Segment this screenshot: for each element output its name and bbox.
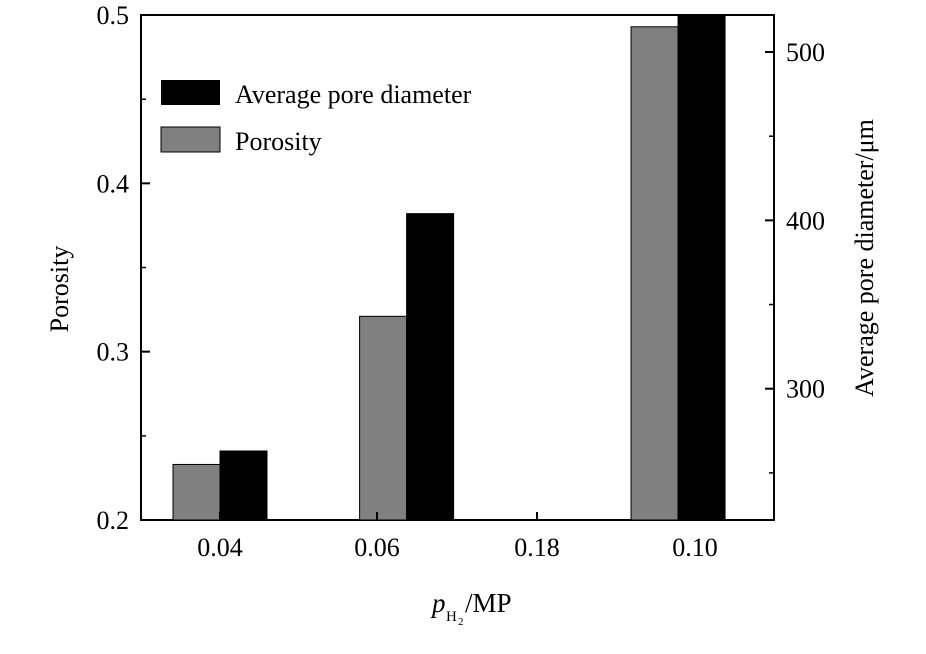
right-axis: 300 400 500 (765, 38, 825, 474)
x-axis-title-subscript: H (446, 609, 457, 625)
x-tick-label-0.06: 0.06 (354, 533, 400, 562)
right-tick-label-400: 400 (786, 206, 825, 235)
left-tick-label-0.4: 0.4 (97, 169, 130, 198)
x-tick-label-0.18: 0.18 (514, 533, 560, 562)
legend-swatch-average-pore-diameter (161, 80, 220, 105)
bars-group (172, 15, 726, 521)
bar-average-pore-diameter-0.04 (219, 450, 268, 521)
x-axis-title-main: p (430, 588, 446, 618)
legend-label-porosity: Porosity (235, 127, 322, 156)
bar-porosity-0.04 (172, 463, 221, 521)
bar-porosity-0.10 (630, 26, 679, 521)
left-tick-label-0.3: 0.3 (97, 338, 130, 367)
x-tick-label-0.04: 0.04 (197, 533, 243, 562)
y-axis-left-title: Porosity (45, 246, 74, 333)
right-tick-label-300: 300 (786, 375, 825, 404)
x-tick-label-0.10: 0.10 (672, 533, 718, 562)
x-axis-title-suffix: /MP (465, 588, 512, 618)
left-tick-label-0.5: 0.5 (97, 1, 130, 30)
left-axis: 0.2 0.3 0.4 0.5 (97, 1, 150, 535)
bar-average-pore-diameter-0.18 (406, 213, 455, 521)
legend-label-average-pore-diameter: Average pore diameter (235, 80, 472, 109)
x-axis-title: p H 2 /MP (430, 588, 512, 628)
left-tick-label-0.2: 0.2 (97, 506, 130, 535)
bar-average-pore-diameter-0.10 (677, 15, 726, 521)
legend: Average pore diameter Porosity (160, 80, 472, 156)
legend-swatch-porosity (160, 126, 221, 153)
right-tick-label-500: 500 (786, 38, 825, 67)
y-axis-right-title: Average pore diameter/μm (850, 119, 879, 397)
x-axis: 0.04 0.06 0.18 0.10 (197, 512, 718, 562)
bar-porosity-0.18 (359, 315, 408, 521)
x-axis-title-sub-subscript: 2 (458, 616, 464, 628)
